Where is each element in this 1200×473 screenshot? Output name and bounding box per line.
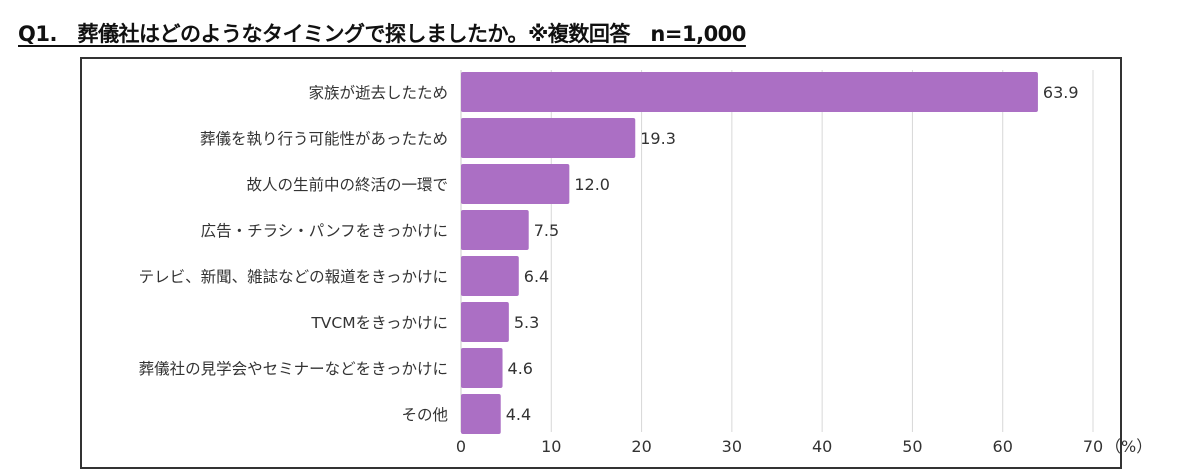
category-label: 広告・チラシ・パンフをきっかけに xyxy=(201,222,448,240)
x-tick-label: 50 xyxy=(902,437,922,456)
x-tick-label: 20 xyxy=(631,437,651,456)
data-label: 7.5 xyxy=(534,221,559,240)
data-label: 4.6 xyxy=(508,359,533,378)
data-label: 6.4 xyxy=(524,267,549,286)
category-label: 葬儀社の見学会やセミナーなどをきっかけに xyxy=(139,360,448,378)
bar xyxy=(461,164,570,204)
category-label: 家族が逝去したため xyxy=(308,84,448,102)
category-label: TVCMをきっかけに xyxy=(310,314,448,332)
bar xyxy=(461,302,509,342)
bar xyxy=(461,256,519,296)
x-tick-label: 0 xyxy=(456,437,466,456)
data-label: 4.4 xyxy=(506,405,531,424)
bar xyxy=(461,118,636,158)
category-label: 葬儀を執り行う可能性があったため xyxy=(200,130,448,148)
x-tick-label: 30 xyxy=(722,437,742,456)
x-unit-label: （%） xyxy=(1105,437,1152,456)
category-label: テレビ、新聞、雑誌などの報道をきっかけに xyxy=(139,268,448,286)
x-tick-label: 10 xyxy=(541,437,561,456)
data-label: 19.3 xyxy=(640,129,676,148)
chart-frame xyxy=(80,57,1122,469)
chart-title: Q1. 葬儀社はどのようなタイミングで探しましたか。※複数回答 n=1,000 xyxy=(18,22,746,46)
category-label: 故人の生前中の終活の一環で xyxy=(246,176,448,194)
category-label: その他 xyxy=(401,406,448,424)
x-tick-label: 40 xyxy=(812,437,832,456)
bar xyxy=(461,72,1038,112)
x-tick-label: 60 xyxy=(993,437,1013,456)
x-tick-label: 70 xyxy=(1083,437,1103,456)
bar xyxy=(461,210,529,250)
bar xyxy=(461,348,503,388)
data-label: 63.9 xyxy=(1043,83,1079,102)
data-label: 12.0 xyxy=(574,175,610,194)
data-label: 5.3 xyxy=(514,313,539,332)
bar xyxy=(461,394,501,434)
